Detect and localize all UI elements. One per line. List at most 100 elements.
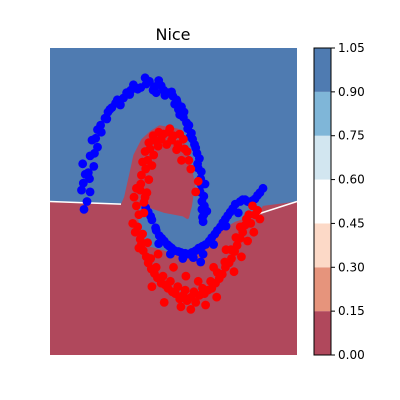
data-point-class-1 — [198, 283, 207, 293]
data-point-class-0 — [238, 195, 248, 205]
data-point-class-0 — [166, 249, 175, 259]
data-point-class-0 — [198, 212, 207, 222]
data-point-class-1 — [165, 124, 175, 134]
data-point-class-0 — [197, 197, 207, 206]
data-point-class-1 — [147, 282, 157, 291]
data-point-class-0 — [185, 132, 195, 142]
data-point-class-0 — [193, 163, 203, 173]
data-point-class-0 — [201, 240, 211, 249]
data-point-class-1 — [201, 300, 211, 310]
colorbar-tick-label: 0.15 — [338, 304, 365, 318]
chart-title: Nice — [155, 25, 190, 44]
data-point-class-0 — [82, 197, 92, 206]
colorbar-tick-label: 0.30 — [338, 260, 365, 274]
data-point-class-0 — [140, 73, 150, 83]
data-point-class-0 — [151, 88, 161, 98]
data-point-class-1 — [221, 245, 231, 255]
data-point-class-0 — [111, 98, 120, 108]
data-point-class-0 — [198, 249, 208, 259]
data-point-class-1 — [143, 155, 153, 165]
colorbar-ticks: 0.00 0.15 0.30 0.45 0.60 0.75 0.90 1.05 — [331, 41, 365, 362]
data-point-class-1 — [253, 205, 262, 215]
data-point-class-1 — [166, 276, 175, 286]
data-point-class-1 — [149, 150, 159, 160]
data-point-class-1 — [237, 252, 246, 262]
data-point-class-0 — [202, 206, 212, 216]
data-point-class-1 — [153, 249, 163, 259]
data-point-class-0 — [175, 110, 185, 120]
data-point-class-1 — [177, 155, 186, 165]
data-point-class-0 — [221, 221, 231, 231]
data-point-class-0 — [146, 212, 156, 221]
data-point-class-1 — [182, 296, 192, 305]
colorbar: 0.00 0.15 0.30 0.45 0.60 0.75 0.90 1.05 — [313, 41, 365, 362]
colorbar-tick-label: 0.45 — [338, 216, 365, 230]
data-point-class-0 — [258, 183, 268, 193]
colorbar-tick-label: 0.75 — [338, 129, 365, 143]
data-point-class-1 — [159, 298, 169, 307]
data-point-class-0 — [183, 124, 193, 134]
data-point-class-1 — [231, 233, 241, 242]
data-point-class-1 — [209, 262, 219, 272]
data-point-class-1 — [249, 227, 259, 237]
data-point-class-1 — [176, 302, 186, 312]
data-point-class-1 — [243, 236, 253, 246]
data-point-class-0 — [83, 168, 93, 178]
data-point-class-1 — [232, 241, 242, 250]
data-point-class-0 — [122, 88, 131, 98]
data-point-class-1 — [151, 136, 161, 146]
data-point-class-1 — [128, 219, 138, 228]
data-point-class-0 — [151, 226, 161, 235]
data-point-class-0 — [174, 247, 183, 256]
plot-area — [49, 48, 298, 355]
data-point-class-1 — [138, 229, 148, 239]
data-point-class-0 — [78, 159, 88, 169]
data-point-class-0 — [233, 208, 243, 218]
data-point-class-1 — [167, 287, 177, 297]
data-point-class-0 — [77, 185, 86, 195]
data-point-class-1 — [182, 147, 192, 156]
scatter-points — [77, 73, 268, 314]
data-point-class-1 — [175, 129, 185, 139]
data-point-class-1 — [130, 227, 140, 237]
data-point-class-0 — [105, 105, 115, 114]
data-point-class-1 — [175, 294, 185, 304]
data-point-class-0 — [223, 211, 233, 220]
data-point-class-1 — [191, 298, 201, 307]
data-point-class-1 — [173, 282, 183, 291]
data-point-class-0 — [167, 87, 177, 97]
data-point-class-0 — [87, 135, 97, 145]
colorbar-frame — [313, 47, 332, 356]
colorbar-tick-label: 0.60 — [338, 173, 365, 187]
data-point-class-1 — [162, 140, 172, 149]
data-point-class-1 — [132, 183, 141, 193]
data-point-class-1 — [158, 271, 168, 281]
data-point-class-0 — [162, 240, 172, 249]
data-point-class-0 — [154, 239, 164, 249]
region-class-1 — [50, 125, 297, 355]
colorbar-tick-label: 0.00 — [338, 348, 365, 362]
data-point-class-1 — [186, 164, 196, 174]
data-point-class-1 — [206, 276, 216, 286]
data-point-class-0 — [209, 240, 219, 249]
data-point-class-0 — [129, 80, 138, 90]
data-point-class-1 — [181, 271, 191, 281]
data-point-class-1 — [144, 175, 154, 185]
data-point-class-1 — [255, 214, 265, 224]
data-point-class-0 — [188, 253, 198, 262]
data-point-class-1 — [151, 262, 161, 272]
colorbar-band — [314, 223, 331, 268]
colorbar-tick-label: 0.90 — [338, 85, 365, 99]
data-point-class-1 — [132, 201, 141, 211]
colorbar-band — [314, 179, 331, 224]
data-point-class-0 — [212, 226, 222, 235]
data-point-class-0 — [79, 205, 89, 214]
data-point-class-1 — [169, 262, 178, 272]
data-point-class-1 — [235, 222, 245, 232]
data-point-class-1 — [137, 170, 146, 180]
data-point-class-1 — [189, 287, 199, 297]
data-point-class-1 — [212, 292, 222, 302]
data-point-class-1 — [207, 283, 217, 293]
data-point-class-1 — [227, 254, 236, 263]
